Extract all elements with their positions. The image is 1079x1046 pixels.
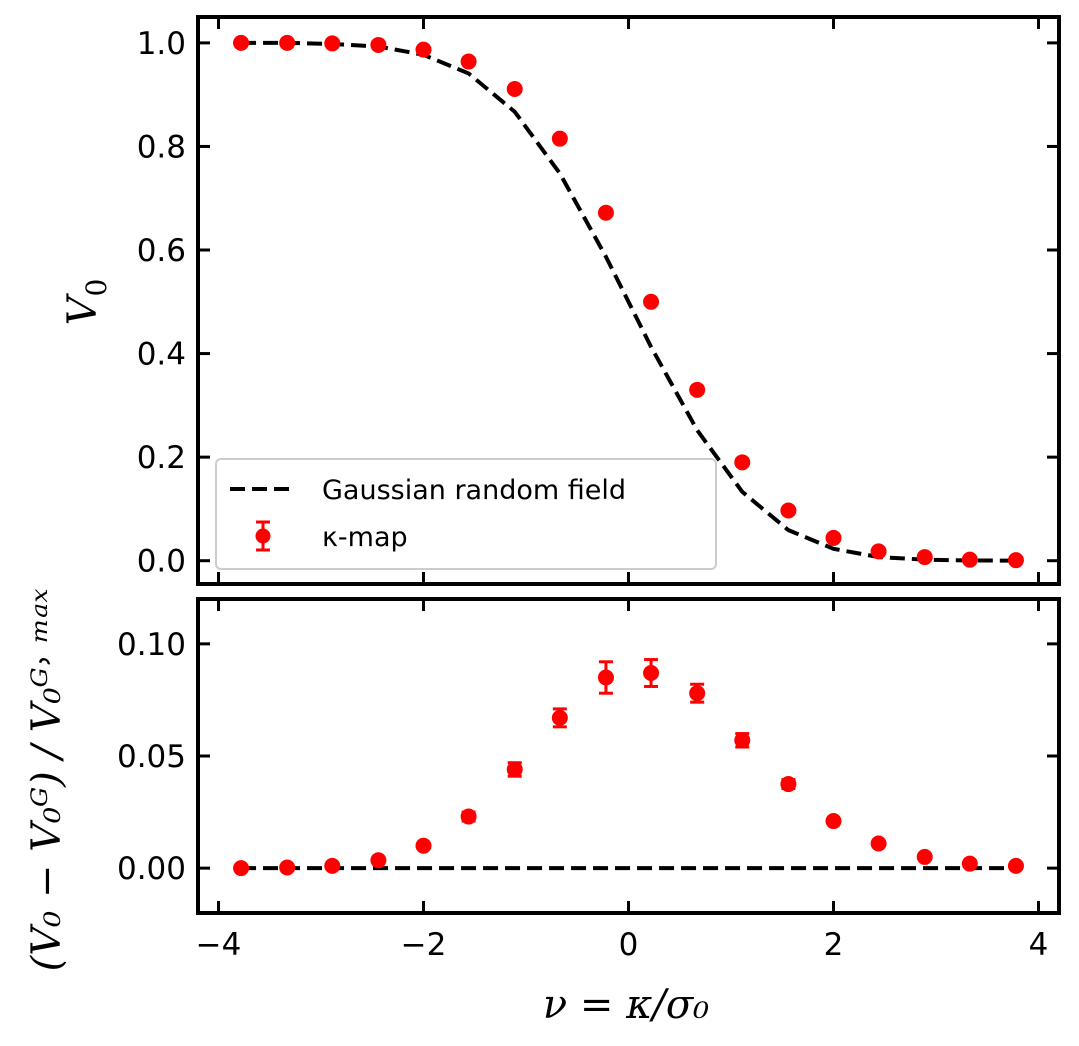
data-point bbox=[279, 34, 296, 51]
y-tick-label: 0.4 bbox=[137, 337, 186, 373]
bottom-y-axis-label: (V₀ − V₀ᴳ) / V₀ᴳ˒ ᵐᵃˣ bbox=[24, 589, 70, 972]
data-point bbox=[961, 551, 978, 568]
top-marks bbox=[233, 34, 1024, 569]
data-point bbox=[460, 808, 477, 825]
data-point bbox=[780, 502, 797, 519]
bottom-panel: −4 −2 0 2 4 0.00 0.05 0.10 (V₀ − V₀ᴳ) / V₀ᴳ˒ ᵐᵃ… bbox=[24, 589, 1061, 1028]
data-point bbox=[825, 813, 842, 830]
data-point bbox=[460, 53, 477, 70]
data-point bbox=[233, 860, 250, 877]
bottom-plot-frame bbox=[196, 597, 1061, 915]
x-tick-label: −4 bbox=[196, 927, 242, 963]
top-ylabel-main: V bbox=[60, 292, 106, 325]
y-tick-label: 0.0 bbox=[137, 544, 186, 580]
legend-kmap-label: κ-map bbox=[322, 522, 408, 553]
bottom-tick-labels: −4 −2 0 2 4 0.00 0.05 0.10 bbox=[117, 627, 1048, 963]
y-tick-label: 0.00 bbox=[117, 851, 186, 887]
data-point bbox=[961, 855, 978, 872]
data-point bbox=[689, 685, 706, 702]
top-ylabel-sub: 0 bbox=[80, 279, 113, 297]
y-tick-label: 0.8 bbox=[137, 129, 186, 165]
x-tick-label: −2 bbox=[401, 927, 447, 963]
y-tick-label: 0.2 bbox=[137, 440, 186, 476]
data-point bbox=[597, 669, 614, 686]
dashed-line bbox=[241, 40, 1016, 563]
y-tick-label: 1.0 bbox=[137, 26, 186, 62]
top-y-axis-label: V0 bbox=[60, 279, 113, 326]
x-tick-label: 0 bbox=[619, 927, 639, 963]
data-point bbox=[825, 529, 842, 546]
data-point bbox=[1007, 857, 1024, 874]
data-point bbox=[551, 709, 568, 726]
x-tick-label: 2 bbox=[824, 927, 844, 963]
data-point bbox=[324, 35, 341, 52]
data-point bbox=[689, 381, 706, 398]
top-panel: 0.0 0.2 0.4 0.6 0.8 1.0 Gaussian random field… bbox=[60, 15, 1061, 586]
y-tick-label: 0.10 bbox=[117, 627, 186, 663]
data-point bbox=[551, 130, 568, 147]
legend-box bbox=[215, 458, 717, 570]
data-point bbox=[643, 665, 660, 682]
data-point bbox=[870, 835, 887, 852]
legend-kmap-marker bbox=[255, 528, 271, 544]
data-point bbox=[415, 41, 432, 58]
data-point bbox=[734, 454, 751, 471]
legend: Gaussian random field κ-map bbox=[215, 458, 717, 570]
data-point bbox=[780, 776, 797, 793]
top-plot-frame bbox=[196, 15, 1061, 586]
data-point bbox=[324, 857, 341, 874]
data-point bbox=[1007, 552, 1024, 569]
data-point bbox=[370, 36, 387, 53]
data-point bbox=[734, 732, 751, 749]
data-point bbox=[643, 293, 660, 310]
data-point bbox=[415, 837, 432, 854]
y-tick-label: 0.05 bbox=[117, 739, 186, 775]
legend-gaussian-label: Gaussian random field bbox=[322, 475, 626, 506]
x-axis-label: ν = κ/σ₀ bbox=[543, 982, 709, 1028]
data-point bbox=[916, 549, 933, 566]
y-tick-label: 0.6 bbox=[137, 233, 186, 269]
bottom-marks bbox=[233, 658, 1024, 877]
top-tick-labels: 0.0 0.2 0.4 0.6 0.8 1.0 bbox=[137, 26, 186, 580]
data-point bbox=[506, 761, 523, 778]
data-point bbox=[279, 859, 296, 876]
x-tick-label: 4 bbox=[1029, 927, 1049, 963]
data-point bbox=[233, 34, 250, 51]
data-point bbox=[916, 848, 933, 865]
data-point bbox=[597, 204, 614, 221]
data-point bbox=[370, 852, 387, 869]
data-point bbox=[506, 80, 523, 97]
data-point bbox=[870, 543, 887, 560]
